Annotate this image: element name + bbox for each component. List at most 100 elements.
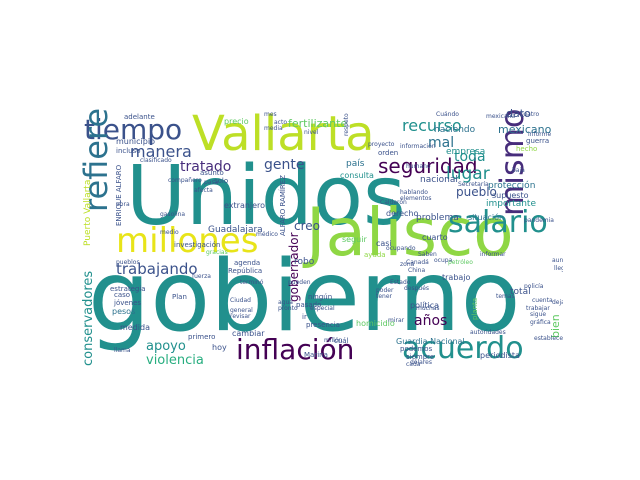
word: adelante	[124, 113, 155, 121]
word: tratado	[180, 159, 232, 175]
word: ningún	[308, 293, 333, 301]
word: especial	[310, 305, 335, 312]
word: acto	[274, 119, 287, 126]
word: consulta	[340, 171, 374, 180]
word: agua	[278, 299, 293, 306]
word: pronto	[278, 305, 298, 312]
word: revisar	[230, 313, 251, 320]
word: importante	[486, 199, 537, 209]
word: gobierno	[88, 240, 521, 354]
word: jóvenes	[114, 299, 142, 307]
word: municipio	[116, 137, 155, 146]
word: mexicana	[486, 113, 516, 120]
word: general	[230, 307, 253, 314]
word: obra	[116, 201, 130, 208]
word: trabajo	[442, 273, 471, 282]
word: salario	[448, 205, 548, 240]
word: pesos	[112, 307, 136, 316]
word: respeto	[343, 113, 350, 136]
word: trabajando	[116, 260, 198, 278]
word: sigue	[530, 311, 547, 318]
word: nivel	[304, 129, 319, 136]
word: muchas	[416, 305, 440, 312]
word: mexicano	[498, 123, 552, 136]
word: cada	[406, 361, 421, 368]
word: cuatro	[520, 111, 540, 118]
word: podemos	[400, 345, 433, 353]
word: informe	[528, 131, 552, 138]
word: inflación	[236, 333, 355, 366]
word: haciendo	[434, 125, 476, 135]
word: policía	[524, 283, 544, 290]
word: cambiar	[232, 329, 265, 338]
word: planta	[471, 297, 479, 320]
word: baja	[512, 167, 525, 174]
word: cuenta	[532, 297, 553, 304]
word: millones	[116, 221, 259, 261]
word: Jalisco	[306, 194, 514, 271]
word: pandemia	[524, 217, 554, 224]
word: media	[264, 125, 283, 132]
word: cuarto	[422, 233, 448, 242]
word: tener	[376, 293, 393, 300]
word: clasificado	[140, 157, 172, 164]
word: elementos	[400, 195, 432, 202]
word: lugar	[446, 164, 490, 184]
word: ENRIQUE ALFARO	[115, 164, 123, 226]
word: gracias	[206, 249, 228, 256]
word: información	[400, 143, 436, 150]
word: afecta	[194, 187, 213, 194]
word: mes	[264, 111, 277, 118]
word: nacional	[420, 175, 458, 185]
word: Saben	[418, 251, 437, 258]
word: orden	[378, 149, 399, 157]
word: terminó	[240, 279, 264, 286]
word-cloud: Unidos gobierno Jalisco Vallarta millone…	[80, 108, 563, 370]
word: supuesto	[492, 191, 529, 200]
word: ir	[302, 313, 307, 321]
word: ayuda	[364, 251, 386, 259]
word: protección	[488, 181, 536, 191]
word: llegar	[554, 265, 563, 272]
word: Puerto Vallarta	[83, 179, 93, 246]
word: fuerza	[192, 273, 211, 280]
word: mirar	[388, 317, 405, 324]
word: fertilizante	[288, 117, 348, 130]
word: llama	[114, 347, 131, 354]
word: después	[404, 285, 430, 292]
word: dejar	[552, 299, 563, 306]
word: política	[410, 301, 440, 310]
word: Marina	[304, 351, 328, 359]
word: seguridad	[378, 154, 478, 178]
word: problema	[416, 213, 459, 223]
word: Unidos	[126, 149, 406, 244]
word: seguir	[342, 235, 367, 244]
word: poder	[376, 287, 394, 294]
word: proyecto	[368, 141, 395, 148]
word: trabajar	[526, 305, 550, 312]
word: casi	[376, 239, 392, 248]
word: Cuándo	[436, 111, 459, 118]
word: dato	[506, 108, 531, 120]
word: robo	[294, 257, 315, 267]
word: Guadalajara	[208, 225, 263, 235]
word: temas	[496, 293, 515, 300]
word: petróleo	[448, 259, 473, 266]
word: Estado	[390, 279, 411, 286]
word: precio	[224, 117, 249, 126]
word: ALFARO RAMÍREZ	[279, 174, 287, 236]
word: manera	[130, 142, 192, 161]
word: pasado	[296, 301, 322, 309]
word: informar	[480, 251, 506, 258]
word: primero	[188, 333, 216, 341]
word: solo	[214, 177, 229, 185]
word: extranjero	[224, 201, 266, 210]
word: Calderón	[380, 199, 407, 206]
word: gasolina	[160, 211, 186, 218]
word: guerra	[526, 137, 550, 145]
word: creo	[294, 219, 320, 233]
word: toda	[454, 149, 486, 165]
word: médico	[256, 231, 278, 238]
word: China	[408, 267, 426, 274]
word: gobernador	[287, 232, 301, 302]
